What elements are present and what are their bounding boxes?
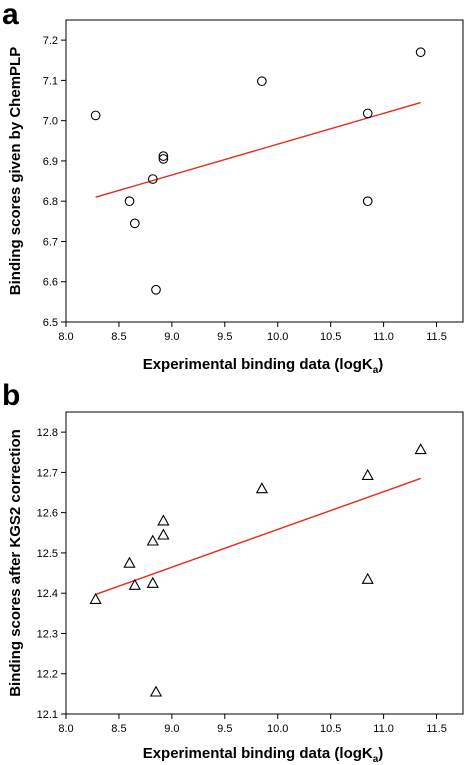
panel-a: a 8.0 8.5 9.0 9.5 10.0 10.5 11.0 11.5 6.5 6.6 6.7… [2,0,464,376]
data-point-triangle [361,572,374,584]
data-point-circle [151,284,161,295]
data-point-circle [362,196,373,207]
panel-a-data-points [90,47,426,295]
data-point-triangle [157,528,170,540]
y-tick-label: 12.1 [37,709,58,721]
panel-a-y-axis-title: Binding scores given by ChemPLP [7,47,24,295]
y-tick-label: 12.6 [37,508,58,520]
data-point-circle [415,47,426,58]
x-tick-label: 11.5 [426,723,447,735]
data-point-circle [257,76,267,87]
y-tick-label: 6.5 [43,317,58,329]
x-tick-label: 9.0 [164,331,179,343]
panel-a-label: a [2,0,19,31]
panel-b-y-ticks: 12.1 12.2 12.3 12.4 12.5 12.6 12.7 12.8 [37,427,66,721]
y-tick-label: 7.2 [43,35,58,47]
x-tick-label: 11.0 [373,331,394,343]
x-tick-label: 9.5 [217,723,232,735]
data-point-triangle [414,443,427,455]
panel-a-regression-line [95,101,421,198]
data-point-triangle [149,685,163,697]
panel-b-regression-line [95,477,421,596]
data-point-triangle [255,482,269,494]
data-point-triangle [89,592,102,604]
x-tick-label: 10.5 [320,723,341,735]
panel-a-x-ticks: 8.0 8.5 9.0 9.5 10.0 10.5 11.0 11.5 [58,322,447,343]
panel-b-x-ticks: 8.0 8.5 9.0 9.5 10.0 10.5 11.0 11.5 [58,714,447,735]
data-point-triangle [146,576,159,588]
y-tick-label: 6.8 [43,196,58,208]
panel-b-data-points [89,443,427,697]
x-tick-label: 11.5 [426,331,447,343]
panel-b-label: b [2,379,20,412]
x-tick-label: 8.5 [111,331,126,343]
panel-a-x-axis-title: Experimental binding data (logKa) [143,356,384,376]
y-tick-label: 12.4 [37,588,58,600]
panel-b-y-axis-title: Binding scores after KGS2 correction [7,429,24,697]
data-point-circle [158,154,169,164]
data-point-triangle [146,534,159,546]
y-tick-label: 12.3 [37,628,58,640]
x-tick-label: 9.0 [164,723,179,735]
y-tick-label: 6.6 [43,277,58,289]
data-point-circle [124,196,135,207]
panel-a-plot-frame [65,19,464,323]
data-point-triangle [361,468,374,480]
data-point-triangle [157,514,170,526]
y-tick-label: 7.1 [43,75,58,87]
y-tick-label: 6.7 [43,236,58,248]
y-tick-label: 12.7 [37,467,58,479]
panel-b-x-axis-title: Experimental binding data (logKa) [143,745,384,765]
data-point-circle [129,218,140,229]
y-tick-label: 7.0 [43,116,58,128]
panel-a-y-ticks: 6.5 6.6 6.7 6.8 6.9 7.0 7.1 7.2 [43,35,66,329]
y-tick-label: 12.8 [37,427,58,439]
data-point-circle [147,174,158,184]
x-tick-label: 10.5 [320,331,341,343]
y-tick-label: 12.2 [37,669,58,681]
y-tick-label: 12.5 [37,548,58,560]
data-point-triangle [123,556,136,568]
x-tick-label: 9.5 [217,331,232,343]
x-tick-label: 8.5 [111,723,126,735]
data-point-circle [362,108,373,119]
x-tick-label: 10.0 [267,331,288,343]
panel-b-plot-frame [65,411,464,715]
panel-b: b 8.0 8.5 9.0 9.5 10.0 10.5 11.0 11.5 12.112.21… [2,379,464,765]
x-tick-label: 8.0 [58,723,73,735]
data-point-circle [90,110,101,121]
x-tick-label: 11.0 [373,723,394,735]
data-point-triangle [128,578,141,590]
y-tick-label: 6.9 [43,156,58,168]
x-tick-label: 10.0 [267,723,288,735]
data-point-circle [158,151,169,161]
x-tick-label: 8.0 [58,331,73,343]
